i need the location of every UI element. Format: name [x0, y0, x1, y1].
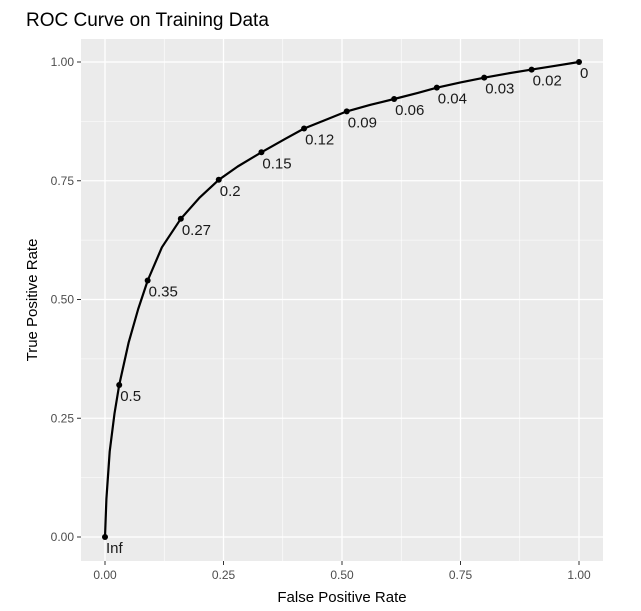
y-tick-label: 0.75 — [51, 174, 75, 188]
threshold-point — [116, 382, 123, 388]
x-tick-label: 0.50 — [330, 568, 354, 582]
x-tick-label: 0.25 — [212, 568, 236, 582]
threshold-label: 0.02 — [533, 73, 562, 90]
threshold-point — [301, 125, 308, 132]
y-tick-label: 0.25 — [51, 411, 75, 425]
y-tick-label: 0.50 — [51, 293, 75, 307]
threshold-point — [102, 534, 108, 540]
threshold-label: 0.2 — [220, 183, 241, 200]
threshold-label: 0.06 — [395, 102, 424, 119]
x-tick-label: 0.00 — [93, 568, 117, 582]
roc-curve-line — [103, 60, 580, 538]
threshold-points: Inf 0.5 0.35 0.27 0.2 0.15 0.12 0.09 0.06 0.04 0.0… — [102, 59, 588, 557]
threshold-label: 0.5 — [120, 388, 141, 405]
threshold-point — [481, 74, 488, 81]
threshold-point — [144, 277, 151, 284]
y-tick-label: 1.00 — [51, 55, 75, 69]
threshold-label: 0.09 — [348, 114, 377, 131]
x-tick-label: 1.00 — [567, 568, 591, 582]
threshold-label: 0.12 — [305, 132, 334, 149]
gridlines — [81, 39, 603, 561]
threshold-label: 0 — [580, 65, 588, 82]
threshold-label: 0.15 — [262, 155, 291, 172]
chart-title: ROC Curve on Training Data — [26, 10, 269, 31]
threshold-point — [528, 66, 535, 73]
threshold-label: 0.03 — [485, 81, 514, 98]
x-axis-title: False Positive Rate — [277, 589, 406, 606]
threshold-label: 0.04 — [438, 91, 467, 108]
threshold-point — [177, 215, 184, 222]
threshold-label: Inf — [106, 540, 124, 557]
axis-ticks: 0.00 0.25 0.50 0.75 1.000.000.250.500.751.00 — [51, 55, 591, 582]
x-tick-label: 0.75 — [449, 568, 473, 582]
threshold-point — [258, 149, 265, 156]
y-axis-title: True Positive Rate — [24, 239, 41, 362]
threshold-point — [433, 84, 440, 91]
y-tick-label: 0.00 — [51, 530, 75, 544]
threshold-label: 0.35 — [149, 284, 178, 301]
threshold-point — [343, 108, 350, 115]
threshold-point — [215, 176, 222, 183]
threshold-point — [391, 96, 398, 103]
threshold-label: 0.27 — [182, 222, 211, 239]
threshold-point — [576, 59, 582, 65]
